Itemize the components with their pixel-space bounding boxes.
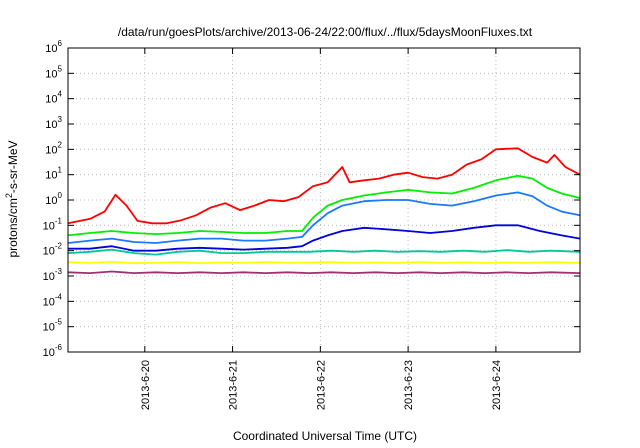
x-axis-label: Coordinated Universal Time (UTC) — [233, 429, 417, 443]
series-line-2 — [67, 174, 581, 237]
series-lines — [67, 147, 581, 274]
y-axis-label: protons/cm2-s-sr-MeV — [4, 140, 20, 257]
y-tick-label: 10-6 — [43, 343, 63, 359]
y-tick-label: 103 — [45, 115, 62, 131]
x-tick-label: 2013-6-20 — [140, 360, 152, 410]
series-line-6 — [67, 261, 581, 265]
series-line-3 — [67, 191, 581, 244]
x-tick-label: 2013-6-24 — [491, 360, 503, 410]
axes: 10-6 10-5 10-4 10-3 10-2 10-1 100 101 102 103 104 1… — [43, 39, 580, 410]
x-tick-label: 2013-6-23 — [403, 360, 415, 410]
y-tick-label: 101 — [45, 166, 62, 182]
y-tick-label: 10-2 — [43, 242, 63, 258]
y-tick-label: 100 — [45, 191, 62, 207]
x-tick-label: 2013-6-21 — [228, 360, 240, 410]
y-tick-label: 102 — [45, 140, 62, 156]
y-tick-label: 10-5 — [43, 318, 63, 334]
y-tick-label: 10-1 — [43, 216, 63, 232]
y-tick-label: 10-4 — [43, 292, 63, 308]
y-tick-label: 105 — [45, 64, 62, 80]
series-line-1 — [67, 147, 581, 225]
y-tick-label: 10-3 — [43, 267, 63, 283]
x-tick-label: 2013-6-22 — [315, 360, 327, 410]
y-tick-label: 106 — [45, 39, 62, 55]
series-line-4 — [68, 224, 581, 252]
y-tick-label: 104 — [45, 90, 62, 106]
series-line-7 — [67, 270, 581, 274]
chart-title: /data/run/goesPlots/archive/2013-06-24/2… — [118, 25, 533, 39]
series-line-5 — [67, 248, 581, 256]
